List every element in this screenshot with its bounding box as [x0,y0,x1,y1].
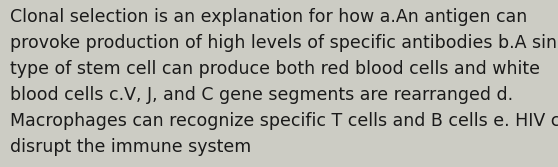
Text: disrupt the immune system: disrupt the immune system [10,138,251,156]
Text: provoke production of high levels of specific antibodies b.A single: provoke production of high levels of spe… [10,34,558,52]
Text: Clonal selection is an explanation for how a.An antigen can: Clonal selection is an explanation for h… [10,8,527,26]
Text: type of stem cell can produce both red blood cells and white: type of stem cell can produce both red b… [10,60,540,78]
Text: Macrophages can recognize specific T cells and B cells e. HIV can: Macrophages can recognize specific T cel… [10,112,558,130]
Text: blood cells c.V, J, and C gene segments are rearranged d.: blood cells c.V, J, and C gene segments … [10,86,513,104]
